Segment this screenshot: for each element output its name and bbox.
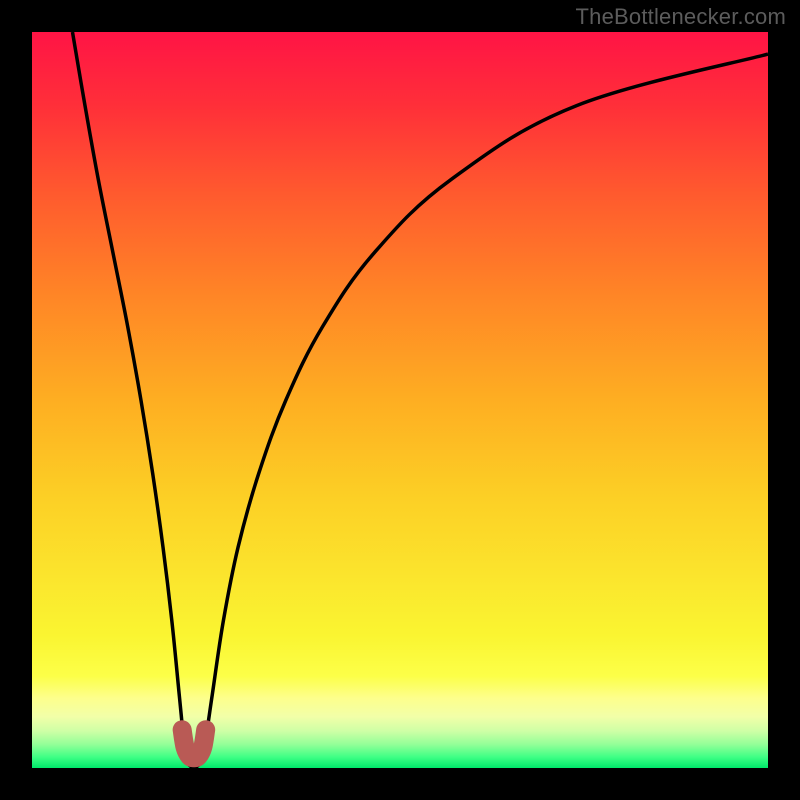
watermark-text: TheBottlenecker.com [576, 4, 786, 30]
chart-container: TheBottlenecker.com [0, 0, 800, 800]
bottleneck-chart [0, 0, 800, 800]
